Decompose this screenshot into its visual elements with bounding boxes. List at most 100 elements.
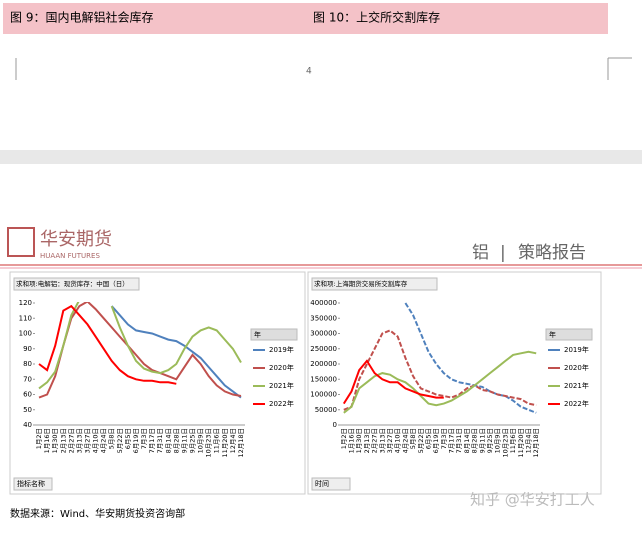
x-tick-label: 10月9日 <box>494 428 502 453</box>
y-tick-label: 80 <box>23 360 32 368</box>
x-tick-label: 10月9日 <box>197 428 205 453</box>
series-line <box>404 302 537 414</box>
series-line <box>342 359 444 405</box>
filter-button[interactable] <box>13 477 53 491</box>
y-tick-label: 250000 <box>310 345 337 353</box>
filter-button[interactable] <box>311 477 351 491</box>
x-tick-label: 6月5日 <box>424 428 432 449</box>
series-line <box>38 304 177 385</box>
x-tick-label: 6月19日 <box>132 428 140 453</box>
x-tick-label: 12月18日 <box>532 428 540 458</box>
y-tick-label: 70 <box>23 375 32 383</box>
x-tick-label: 1月30日 <box>355 428 363 453</box>
y-tick-label: 200000 <box>310 360 337 368</box>
x-tick-label: 9月11日 <box>478 428 486 453</box>
title-box <box>13 277 140 291</box>
y-tick-label: 150000 <box>310 375 337 383</box>
x-tick-label: 6月19日 <box>432 428 440 453</box>
y-tick-label: 400000 <box>310 299 337 307</box>
margin-mark <box>15 57 632 80</box>
y-tick-label: 50 <box>23 406 32 414</box>
x-tick-label: 8月14日 <box>164 428 172 453</box>
x-tick-label: 9月25日 <box>189 428 197 453</box>
x-tick-label: 2月27日 <box>371 428 379 453</box>
y-tick-label: 40 <box>23 421 32 429</box>
y-tick-label: 90 <box>23 345 32 353</box>
x-tick-label: 3月27日 <box>84 428 92 453</box>
x-tick-label: 5月22日 <box>417 428 425 453</box>
y-tick-label: 100000 <box>310 391 337 399</box>
source-note: 数据来源：Wind、华安期货投资咨询部 <box>10 507 185 520</box>
legend-header <box>250 328 298 341</box>
x-tick-label: 2月13日 <box>59 428 67 453</box>
y-tick-label: 120 <box>19 299 32 307</box>
x-tick-label: 8月14日 <box>463 428 471 453</box>
legend-label: 2020年 <box>269 363 294 372</box>
chart-frame <box>307 271 602 495</box>
x-tick-label: 2月27日 <box>67 428 75 453</box>
x-tick-label: 1月2日 <box>340 428 348 449</box>
series-line <box>343 329 537 411</box>
chart-title: 求和项:电解铝：现货库存：中国（日） <box>16 279 129 288</box>
x-tick-label: 5月22日 <box>116 428 124 453</box>
x-tick-label: 8月28日 <box>471 428 479 453</box>
x-tick-label: 9月11日 <box>180 428 188 453</box>
x-tick-label: 3月13日 <box>378 428 386 453</box>
filter-label: 指标名称 <box>17 479 45 488</box>
y-tick-label: 100 <box>19 330 32 338</box>
legend-header <box>545 328 593 341</box>
legend-label: 2021年 <box>564 381 589 390</box>
x-tick-label: 5月8日 <box>108 428 116 449</box>
filter-label: 时间 <box>315 479 329 488</box>
caption-left: 图 9：国内电解铝社会库存 <box>10 10 153 25</box>
x-tick-label: 12月4日 <box>524 428 532 453</box>
x-tick-label: 3月27日 <box>386 428 394 453</box>
y-tick-label: 0 <box>333 421 337 429</box>
chart: 求和项:电解铝：现货库存：中国（日） 40 50 60 70 80 90 100 110 120 1… <box>13 277 298 491</box>
x-tick-label: 10月23日 <box>205 428 213 458</box>
x-tick-label: 1月16日 <box>43 428 51 453</box>
x-tick-label: 7月31日 <box>156 428 164 453</box>
x-tick-label: 1月30日 <box>51 428 59 453</box>
x-tick-label: 7月17日 <box>148 428 156 453</box>
x-tick-label: 11月6日 <box>509 428 517 453</box>
logo-name: 华安期货 <box>40 229 112 250</box>
legend-label: 2022年 <box>269 399 294 408</box>
x-tick-label: 4月24日 <box>401 428 409 453</box>
series-line <box>38 302 242 399</box>
legend-label: 2021年 <box>269 381 294 390</box>
legend-label: 2019年 <box>564 345 589 354</box>
x-tick-label: 4月10日 <box>92 428 100 453</box>
x-tick-label: 8月28日 <box>172 428 180 453</box>
x-tick-label: 1月2日 <box>35 428 43 449</box>
x-tick-label: 7月31日 <box>455 428 463 453</box>
x-tick-label: 5月8日 <box>409 428 417 449</box>
x-tick-label: 3月13日 <box>75 428 83 453</box>
legend-title: 年 <box>254 330 261 339</box>
x-tick-label: 7月3日 <box>440 428 448 449</box>
x-tick-label: 7月3日 <box>140 428 148 449</box>
page-gap <box>0 150 642 164</box>
logo-icon <box>7 227 35 257</box>
legend-title: 年 <box>549 330 556 339</box>
series-line <box>38 302 242 390</box>
legend-label: 2019年 <box>269 345 294 354</box>
report-kind: 策略报告 <box>518 243 586 263</box>
y-tick-label: 300000 <box>310 330 337 338</box>
x-tick-label: 1月16日 <box>348 428 356 453</box>
page-number: 4 <box>306 67 312 77</box>
x-tick-label: 7月17日 <box>448 428 456 453</box>
x-tick-label: 12月18日 <box>237 428 245 458</box>
legend-label: 2022年 <box>564 399 589 408</box>
x-tick-label: 4月10日 <box>394 428 402 453</box>
x-tick-label: 11月20日 <box>517 428 525 458</box>
x-tick-label: 10月23日 <box>501 428 509 458</box>
charts: 求和项:电解铝：现货库存：中国（日） 40 50 60 70 80 90 100 110 120 1… <box>13 277 593 491</box>
title-box <box>311 277 438 291</box>
legend-label: 2020年 <box>564 363 589 372</box>
x-tick-label: 2月13日 <box>363 428 371 453</box>
x-tick-label: 9月25日 <box>486 428 494 453</box>
x-tick-label: 11月20日 <box>221 428 229 458</box>
